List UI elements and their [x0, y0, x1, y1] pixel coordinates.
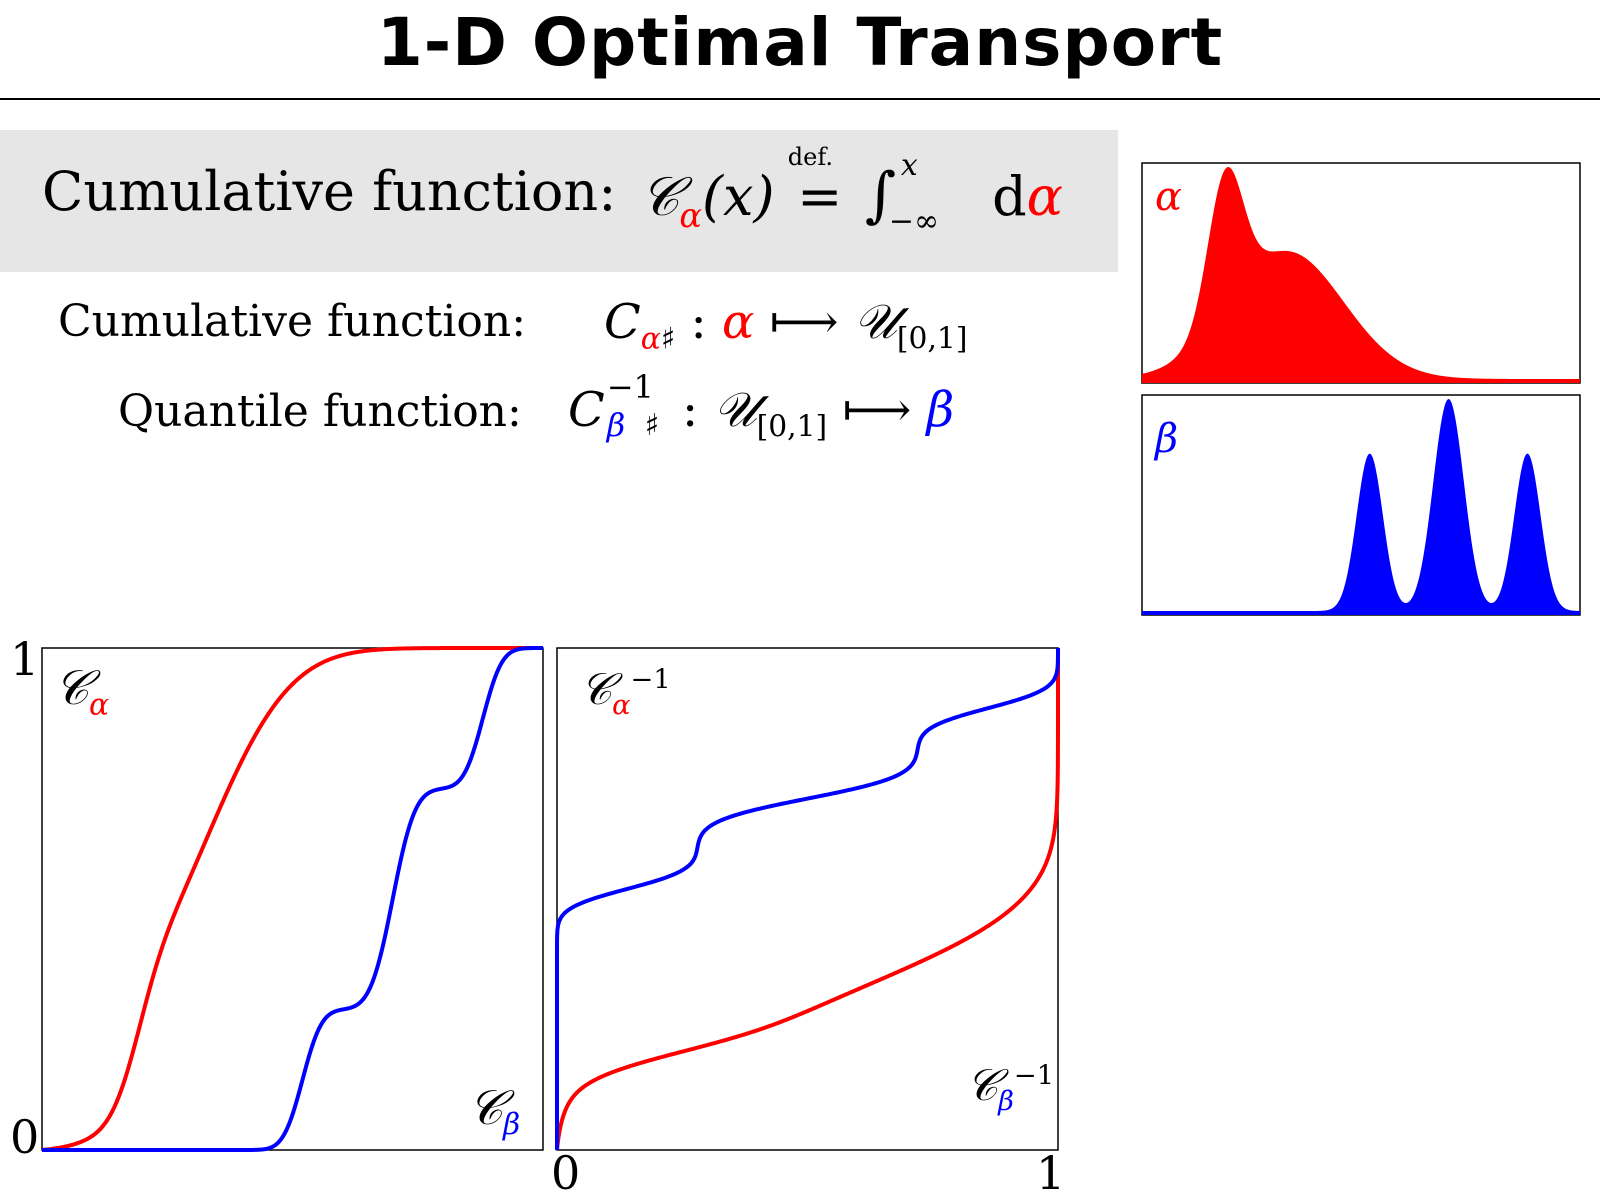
cum-arrow: ⟼	[769, 294, 839, 350]
def-integral: ∫	[864, 160, 897, 230]
definition-box	[0, 130, 1118, 272]
cum-sub: α	[640, 321, 661, 357]
qf-beta-legend-text: 𝒞β−1	[966, 1060, 1055, 1117]
cumulative-formula: Cα♯ : α ⟼ 𝒰[0,1]	[604, 294, 967, 357]
qnt-sub: β	[606, 406, 626, 444]
cumulative-label: Cumulative function:	[58, 296, 527, 347]
cdf-alpha-line	[41, 646, 543, 1152]
density-beta-label: β	[1153, 416, 1178, 462]
cdf-beta-legend: 𝒞β	[468, 1080, 520, 1143]
def-eq: =	[797, 165, 843, 228]
cdf-beta-line	[42, 646, 543, 1152]
def-measure: α	[1026, 165, 1064, 228]
qnt-U: 𝒰	[713, 382, 757, 438]
def-lower: −∞	[888, 204, 940, 239]
def-arg: (x)	[701, 165, 775, 228]
cdf-beta-legend-text: 𝒞β	[468, 1080, 521, 1143]
qf-xtick-0: 0	[551, 1146, 581, 1200]
quantile-formula: C −1 β ♯ : 𝒰[0,1] ⟼ β	[568, 368, 955, 445]
quantile-label: Quantile function:	[118, 386, 522, 437]
definition-label: Cumulative function:	[42, 160, 617, 223]
quantile-alpha-line	[555, 648, 1060, 1151]
cdf-alpha-legend-text: 𝒞α	[54, 660, 110, 723]
qnt-sup: −1	[606, 368, 654, 406]
quantile-plot-frame	[556, 647, 1059, 1151]
def-def: def.	[787, 143, 833, 171]
qnt-colon: :	[682, 382, 699, 438]
qnt-Usub: [0,1]	[756, 409, 828, 445]
cumulative-plot-frame	[41, 647, 544, 1151]
def-sub: α	[679, 195, 702, 235]
cum-C: C	[604, 294, 641, 350]
qnt-C: C	[568, 382, 605, 438]
cum-colon: :	[690, 294, 707, 350]
slide-title: 1-D Optimal Transport	[376, 4, 1224, 81]
qf-beta-legend: 𝒞β−1	[966, 1060, 1054, 1117]
density-alpha-area	[1142, 167, 1580, 383]
cdf-alpha-legend: 𝒞α	[54, 660, 109, 723]
title-rule	[0, 98, 1600, 100]
cum-Usub: [0,1]	[896, 321, 968, 357]
def-lhs: 𝒞	[640, 165, 680, 228]
qnt-sharp: ♯	[644, 408, 660, 443]
qf-alpha-legend-text: 𝒞α−1	[580, 664, 671, 721]
def-upper: x	[900, 148, 918, 183]
def-d: d	[992, 165, 1027, 228]
qf-alpha-legend: 𝒞α−1	[580, 664, 671, 721]
cdf-ytick-0: 0	[10, 1110, 40, 1164]
cdf-ytick-1: 1	[10, 632, 40, 686]
density-beta-area	[1142, 399, 1580, 615]
quantile-beta-line	[555, 648, 1060, 1150]
qnt-arrow: ⟼	[842, 382, 912, 438]
cum-sharp: ♯	[660, 321, 676, 357]
density-alpha-label: α	[1155, 174, 1182, 220]
cum-U: 𝒰	[853, 294, 897, 350]
cum-src: α	[721, 294, 755, 350]
qnt-dst: β	[926, 382, 955, 438]
definition-formula: 𝒞α(x) def. = ∫ x −∞ dα	[640, 143, 1064, 239]
qf-xtick-1: 1	[1036, 1146, 1066, 1200]
